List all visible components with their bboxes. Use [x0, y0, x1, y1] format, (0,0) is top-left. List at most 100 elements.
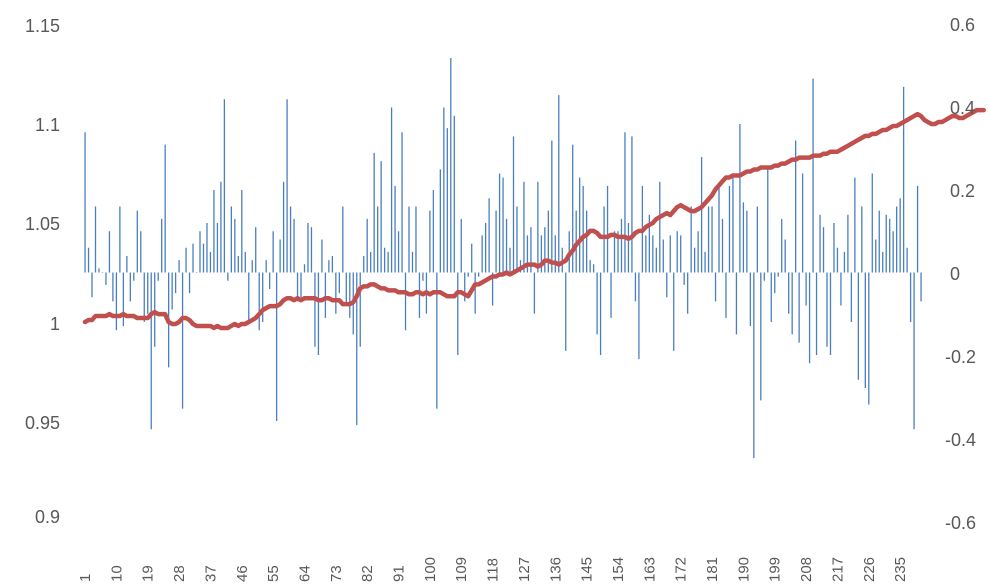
bar [439, 169, 441, 273]
bar [662, 239, 664, 273]
x-tick-label: 82 [359, 565, 376, 582]
x-tick-label: 163 [641, 557, 658, 582]
bar [244, 251, 246, 273]
bar [704, 251, 706, 273]
bar [700, 157, 703, 273]
bar [181, 272, 184, 409]
bar [857, 272, 859, 380]
x-tick-label: 127 [516, 557, 533, 582]
bar [889, 218, 891, 273]
bar [356, 272, 358, 426]
bar [363, 256, 365, 273]
x-tick-label: 172 [673, 557, 690, 582]
bar [282, 181, 285, 273]
bar [509, 247, 511, 273]
bar [833, 223, 835, 273]
bar [251, 260, 253, 273]
bar [606, 185, 609, 273]
bar [324, 272, 327, 318]
bar [150, 272, 152, 430]
bar [94, 206, 97, 273]
bar [791, 272, 793, 335]
bar [788, 272, 790, 314]
bar [275, 272, 278, 421]
bar [338, 272, 340, 294]
bar [237, 256, 239, 273]
bar [721, 218, 724, 273]
bar [436, 272, 438, 409]
bar [767, 169, 769, 273]
bar [725, 272, 727, 318]
bar [652, 235, 654, 273]
bar [460, 218, 462, 273]
x-tick-label: 136 [547, 557, 564, 582]
bar [523, 181, 525, 273]
bar [133, 272, 135, 281]
bar [202, 243, 205, 273]
x-tick-label: 37 [202, 565, 219, 582]
bar [627, 223, 630, 273]
bar [805, 272, 807, 306]
bar [753, 272, 755, 459]
bar [746, 210, 748, 273]
bar [896, 206, 898, 273]
bar [530, 227, 532, 273]
bar [610, 272, 612, 318]
bar [359, 272, 361, 347]
bar [199, 231, 201, 273]
bar [861, 206, 863, 273]
bar [122, 272, 125, 327]
bar [707, 206, 710, 273]
left-tick-label: 0.9 [35, 507, 60, 527]
bar [269, 272, 271, 289]
x-tick-label: 73 [328, 565, 345, 582]
x-tick-label: 91 [391, 565, 408, 582]
bar [178, 260, 180, 273]
bar [868, 272, 870, 405]
bar [871, 173, 873, 273]
bar [537, 181, 539, 273]
bar [885, 214, 887, 273]
bar [586, 210, 588, 273]
bar [770, 272, 772, 322]
bar [349, 272, 351, 318]
bar [634, 272, 637, 302]
bar [432, 190, 435, 273]
bar [739, 124, 741, 273]
bar [711, 206, 713, 273]
bar [589, 260, 591, 273]
bar [603, 206, 605, 273]
left-tick-label: 1.1 [35, 115, 60, 135]
bar [171, 272, 173, 310]
bar [582, 185, 584, 273]
x-tick-label: 55 [265, 565, 282, 582]
bar [154, 272, 156, 347]
x-tick-label: 100 [422, 557, 439, 582]
bar [314, 272, 316, 347]
bar [526, 235, 529, 273]
bar [829, 272, 832, 355]
bar [161, 218, 163, 273]
bar [147, 272, 149, 314]
bar [693, 247, 696, 273]
bar [401, 132, 403, 273]
bar [728, 185, 731, 273]
bar [108, 231, 111, 273]
bar [223, 99, 226, 273]
bar [411, 251, 414, 273]
bar [826, 272, 828, 347]
bar [742, 202, 745, 273]
bar [592, 264, 595, 273]
x-tick-label: 28 [171, 565, 188, 582]
bar [902, 86, 905, 273]
bar [220, 181, 222, 273]
bar [377, 206, 379, 273]
bar [87, 247, 90, 273]
bar [136, 210, 138, 273]
bar [255, 227, 257, 273]
bar [209, 251, 212, 273]
bar [265, 260, 267, 273]
bar [540, 235, 543, 273]
bar [188, 272, 191, 294]
bar [328, 260, 330, 273]
